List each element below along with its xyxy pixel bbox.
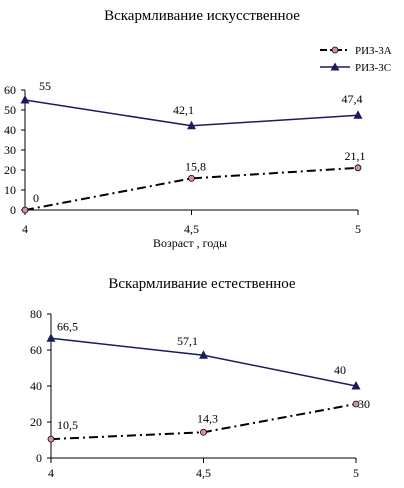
chart2-y-tick-label: 20	[30, 415, 42, 429]
chart1-y-tick-label: 30	[4, 143, 16, 157]
chart2-data-label-c: 57,1	[177, 334, 198, 348]
chart2-y-tick-label: 60	[30, 343, 42, 357]
chart1-point-c	[353, 110, 363, 119]
chart2-data-label-a: 30	[358, 397, 370, 411]
chart2-series: 10,5 14,3 30 66,5 57,1 40	[46, 319, 370, 443]
chart2-data-label-a: 10,5	[57, 418, 78, 432]
chart1-data-label-a: 15,8	[185, 159, 206, 173]
chart2-series-line-c	[50, 337, 357, 387]
chart1-title: Вскармливание искусственное	[104, 8, 300, 24]
chart1-x-axis-title: Возраст , годы	[153, 236, 227, 250]
chart1-x-tick-label: 5	[355, 222, 361, 236]
chart2-x-tick-label: 4	[48, 466, 54, 480]
chart2-title: Вскармливание естественное	[108, 276, 296, 292]
chart2-y-tick-label: 40	[30, 379, 42, 393]
chart1-point-c	[187, 120, 196, 130]
legend-marker-c	[330, 62, 340, 71]
chart2-x-ticks: 4 4,5 5	[48, 458, 359, 480]
chart1-data-label-c: 55	[39, 79, 51, 93]
chart1-x-tick-label: 4,5	[184, 222, 199, 236]
chart1-point-a	[21, 206, 29, 214]
chart1-series: 0 15,8 21,1 55 42,1 47,4	[20, 79, 366, 214]
legend-marker-a	[331, 46, 339, 54]
chart1-data-label-a: 21,1	[345, 149, 366, 163]
chart2-x-tick-label: 5	[353, 466, 359, 480]
chart2-point-a	[352, 400, 360, 408]
chart2-point-c	[46, 333, 56, 342]
chart1-y-tick-label: 50	[4, 103, 16, 117]
chart2-y-tick-label: 0	[36, 451, 42, 465]
chart1-point-c	[20, 95, 30, 104]
chart2-data-label-c: 40	[334, 363, 346, 377]
chart1-y-ticks: 0 10 20 30 40 50 60	[4, 83, 25, 217]
chart2-x-tick-label: 4,5	[196, 466, 211, 480]
legend-label-a: РИЗ-3А	[355, 45, 392, 57]
chart1-point-a	[188, 174, 195, 182]
chart2-data-label-a: 14,3	[197, 411, 218, 425]
chart1-y-tick-label: 20	[4, 163, 16, 177]
legend-label-c: РИЗ-3С	[355, 62, 391, 74]
chart2-y-tick-label: 80	[30, 307, 42, 321]
chart1-x-ticks: 4 4,5 5	[22, 210, 361, 236]
legend: РИЗ-3А РИЗ-3С	[320, 45, 392, 74]
chart1-y-tick-label: 60	[4, 83, 16, 97]
chart1-data-label-c: 42,1	[173, 103, 194, 117]
chart1-series-line-a	[24, 166, 359, 211]
chart2-point-c	[199, 350, 208, 359]
chart2-data-label-c: 66,5	[57, 319, 78, 333]
chart1-point-a	[354, 164, 362, 172]
chart2-point-a	[47, 435, 55, 443]
chart1-x-tick-label: 4	[22, 222, 28, 236]
chart2-point-c	[351, 381, 361, 390]
chart1-y-tick-label: 0	[10, 203, 16, 217]
chart1-y-tick-label: 40	[4, 123, 16, 137]
chart2-y-ticks: 0 20 40 60 80	[30, 307, 51, 465]
chart1-data-label-a: 0	[33, 191, 39, 205]
chart1-y-tick-label: 10	[4, 183, 16, 197]
chart1-data-label-c: 47,4	[342, 92, 363, 106]
chart2-point-a	[200, 428, 207, 436]
